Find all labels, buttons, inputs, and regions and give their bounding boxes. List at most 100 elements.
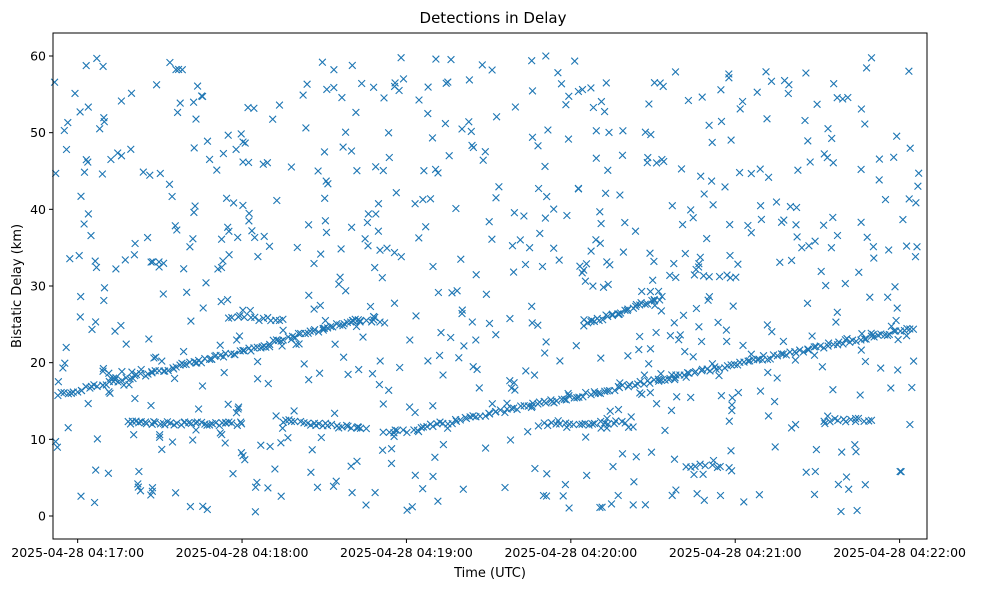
detection-point — [149, 258, 157, 266]
detection-point — [614, 491, 622, 500]
detection-point — [303, 80, 311, 88]
detection-point — [777, 218, 786, 227]
detection-point — [434, 497, 442, 505]
detection-point — [791, 356, 800, 364]
detection-point — [253, 478, 261, 487]
detection-point — [606, 407, 614, 415]
detection-point — [555, 256, 563, 264]
detection-point — [581, 419, 589, 428]
detection-point — [458, 309, 466, 318]
detection-point — [265, 342, 274, 351]
detection-point — [109, 374, 118, 382]
detection-point — [54, 377, 63, 386]
detection-point — [272, 412, 280, 420]
detection-point — [834, 416, 842, 425]
detection-point — [862, 64, 871, 72]
detection-point — [147, 258, 155, 266]
detection-point — [616, 379, 624, 387]
detection-point — [155, 263, 163, 271]
detection-point — [753, 88, 761, 96]
detection-point — [406, 336, 414, 344]
detection-point — [589, 282, 597, 290]
detection-point — [804, 137, 812, 145]
detection-point — [236, 311, 244, 320]
detection-point — [251, 508, 260, 516]
detection-point — [361, 235, 369, 243]
detection-point — [903, 324, 911, 333]
detection-point — [374, 199, 383, 208]
detection-point — [62, 343, 70, 352]
detection-point — [291, 334, 299, 342]
detection-point — [528, 402, 536, 410]
detection-point — [186, 243, 194, 251]
detection-point — [805, 242, 813, 250]
y-axis-title: Bistatic Delay (km) — [10, 224, 25, 348]
detection-point — [336, 273, 344, 281]
detection-point — [370, 313, 379, 322]
detection-point — [540, 349, 549, 357]
detection-point — [99, 62, 107, 71]
detection-point — [511, 103, 520, 111]
detection-point — [320, 324, 329, 332]
detection-point — [686, 393, 695, 402]
detection-point — [241, 139, 249, 147]
detection-point — [216, 429, 225, 437]
detection-point — [554, 417, 562, 425]
detection-point — [657, 369, 665, 378]
detection-point — [239, 201, 247, 210]
detection-point — [897, 467, 905, 476]
detection-point — [88, 325, 96, 334]
detection-point — [726, 274, 735, 282]
detection-point — [225, 250, 233, 259]
detection-point — [696, 253, 705, 262]
detection-point — [671, 68, 680, 76]
detection-point — [811, 467, 820, 476]
detection-point — [832, 318, 840, 326]
detection-point — [429, 472, 437, 481]
detection-point — [390, 299, 399, 307]
detection-point — [387, 459, 396, 468]
detection-point — [194, 405, 203, 413]
detection-point — [506, 314, 514, 323]
detection-point — [383, 244, 391, 252]
detection-point — [57, 388, 65, 397]
detection-point — [740, 498, 748, 506]
detection-point — [173, 419, 181, 427]
detection-point — [190, 144, 198, 152]
detection-point — [636, 377, 644, 386]
detection-point — [76, 292, 85, 301]
detection-point — [378, 273, 387, 282]
detection-point — [756, 165, 764, 173]
detection-point — [582, 471, 591, 480]
detection-point — [384, 386, 393, 395]
detection-point — [458, 125, 466, 133]
detection-point — [197, 92, 206, 100]
detection-point — [259, 160, 268, 168]
detection-point — [99, 367, 107, 375]
detection-point — [304, 221, 313, 229]
detection-point — [228, 313, 236, 322]
detection-point — [91, 466, 100, 474]
detection-point — [232, 408, 241, 417]
detection-point — [156, 169, 165, 178]
detection-point — [837, 448, 846, 456]
detection-point — [855, 268, 863, 277]
detection-point — [682, 373, 690, 381]
detection-point — [744, 357, 752, 365]
detection-point — [305, 291, 313, 300]
detection-point — [899, 215, 907, 224]
y-axis: 0 10 20 30 40 50 60 — [30, 49, 53, 524]
detection-point — [837, 507, 845, 516]
detection-point — [857, 346, 866, 354]
detection-point — [717, 86, 725, 94]
detection-point — [354, 423, 363, 431]
detection-point — [66, 254, 74, 263]
detection-point — [224, 314, 233, 322]
detection-point — [870, 333, 878, 341]
detection-point — [708, 461, 717, 469]
detection-point — [654, 377, 663, 385]
detection-point — [287, 163, 296, 171]
detection-point — [203, 137, 212, 145]
detection-point — [870, 254, 878, 262]
